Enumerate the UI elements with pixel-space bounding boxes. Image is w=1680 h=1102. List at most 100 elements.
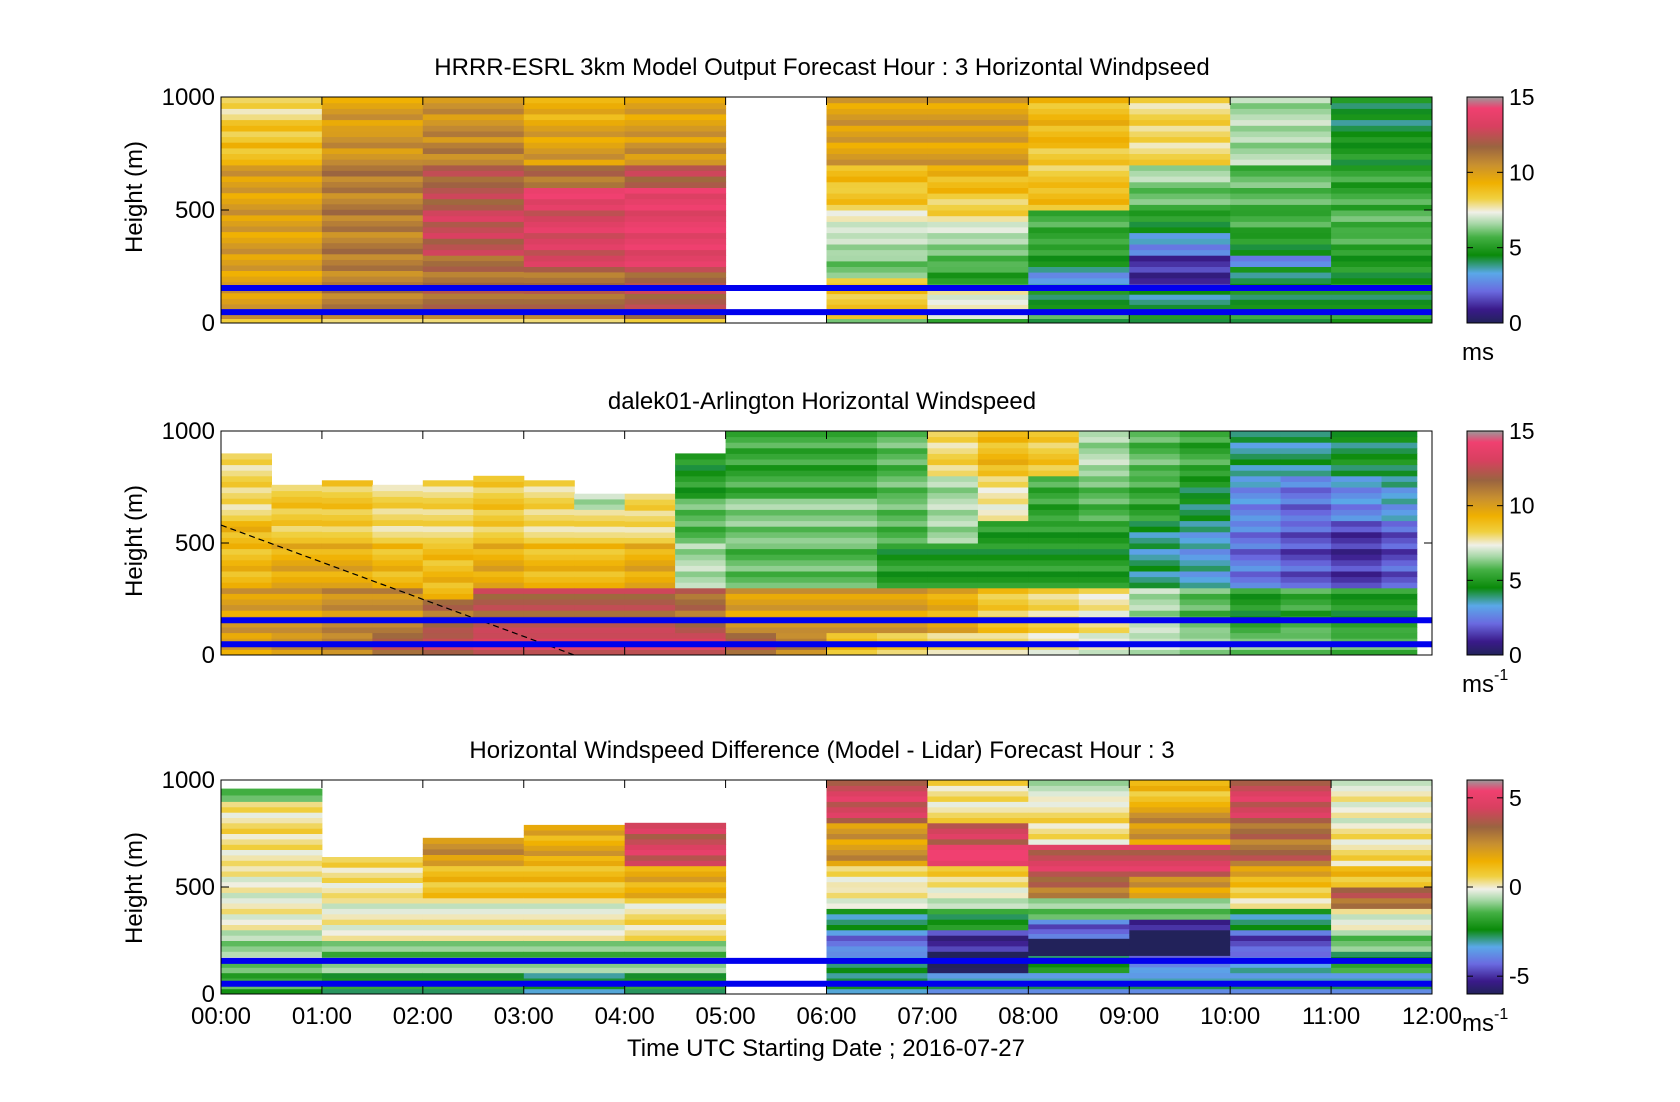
panel-lidar-cell xyxy=(523,582,575,589)
panel-model-cell xyxy=(321,198,424,205)
panel-lidar-cell xyxy=(1129,621,1181,628)
panel-difference-column-0 xyxy=(221,788,323,995)
panel-lidar-cell xyxy=(321,593,373,600)
panel-lidar-cell xyxy=(826,475,878,482)
panel-lidar-cell xyxy=(1381,475,1418,482)
panel-model-colorbar-tick-label: 10 xyxy=(1509,159,1535,185)
panel-model-cell xyxy=(1028,198,1130,205)
panel-lidar-cell xyxy=(321,491,373,498)
panel-lidar-cell xyxy=(826,515,878,522)
panel-model-cell xyxy=(826,153,928,160)
panel-lidar-cell xyxy=(927,565,979,572)
panel-model-cell xyxy=(927,125,1029,132)
panel-lidar-cell xyxy=(321,627,373,634)
panel-model-cell xyxy=(523,181,626,188)
panel-lidar-cell xyxy=(321,554,373,561)
panel-model-cell xyxy=(221,142,323,149)
panel-lidar-cell xyxy=(927,470,979,477)
panel-lidar-cell xyxy=(1280,565,1332,572)
panel-difference-y-tick-label: 0 xyxy=(202,981,215,1008)
panel-difference-cell xyxy=(624,865,727,872)
panel-model-cell xyxy=(1230,318,1332,324)
panel-lidar-cell xyxy=(1331,487,1383,494)
panel-lidar-cell xyxy=(1129,470,1181,477)
panel-model-cell xyxy=(1331,130,1433,138)
panel-model-cell xyxy=(221,102,323,109)
panel-difference-cell xyxy=(422,848,525,855)
panel-difference-cell xyxy=(523,945,626,952)
panel-model-cell xyxy=(826,293,928,300)
panel-model-cell xyxy=(422,136,525,143)
panel-lidar-cell xyxy=(1331,459,1383,466)
panel-model-cell xyxy=(321,242,424,249)
panel-lidar-colorbar-tick-label: 5 xyxy=(1509,567,1522,593)
panel-lidar-cell xyxy=(1331,526,1383,533)
panel-model-cell xyxy=(321,147,424,154)
panel-difference-cell xyxy=(1331,903,1433,909)
panel-lidar-cell xyxy=(271,543,323,550)
panel-lidar-cell xyxy=(523,486,575,493)
panel-lidar-cell xyxy=(877,554,928,561)
panel-difference-cell xyxy=(1129,849,1231,856)
panel-lidar-cell xyxy=(826,487,878,494)
panel-lidar-cell xyxy=(977,509,1029,516)
panel-lidar-cell xyxy=(1129,436,1181,443)
panel-lidar-cell xyxy=(271,484,323,492)
panel-difference-cell xyxy=(1331,871,1433,877)
panel-difference-cell xyxy=(624,854,727,861)
panel-difference-column-1 xyxy=(321,857,424,995)
panel-model-cell xyxy=(1028,243,1130,251)
panel-model-cell xyxy=(1230,277,1332,284)
panel-difference-cell xyxy=(1028,828,1130,834)
panel-lidar-cell xyxy=(1028,487,1080,494)
panel-model-cell xyxy=(624,136,727,143)
panel-lidar-cell xyxy=(1331,610,1383,617)
panel-model-cell xyxy=(826,221,928,228)
panel-difference-cell xyxy=(1129,929,1231,936)
x-tick-labels: 00:00 01:00 02:00 03:00 04:00 05:00 06:00 07:00… xyxy=(191,1003,1462,1030)
panel-model-cell xyxy=(826,187,928,194)
panel-lidar-cell xyxy=(523,508,575,515)
panel-model-cell xyxy=(523,293,626,300)
panel-model-cell xyxy=(826,181,928,188)
panel-lidar-cell xyxy=(725,442,777,449)
panel-lidar-cell xyxy=(1129,543,1181,550)
panel-lidar-cell xyxy=(473,492,525,499)
panel-model-column-10 xyxy=(1331,97,1433,324)
panel-lidar-cell xyxy=(1280,436,1332,443)
panel-difference-cell xyxy=(321,887,424,894)
panel-lidar-cell xyxy=(725,554,777,561)
panel-lidar-cell xyxy=(1280,475,1332,482)
panel-lidar-cell xyxy=(776,526,827,533)
panel-model-cell xyxy=(321,220,424,227)
panel-model-cell xyxy=(221,314,323,319)
panel-lidar-cell xyxy=(1129,464,1181,471)
panel-difference-cell xyxy=(1230,972,1332,979)
panel-lidar-cell xyxy=(624,537,676,544)
panel-difference-cell xyxy=(1230,838,1332,845)
panel-lidar-cell xyxy=(624,632,676,639)
panel-lidar-cell xyxy=(1028,531,1080,538)
panel-difference-cell xyxy=(1230,785,1332,792)
panel-lidar-title: dalek01-Arlington Horizontal Windspeed xyxy=(608,388,1036,415)
panel-lidar-cell xyxy=(1129,610,1181,617)
panel-lidar-cell xyxy=(422,554,474,561)
panel-lidar-cell xyxy=(473,559,525,566)
panel-lidar-cell xyxy=(1331,599,1383,606)
panel-difference-cell xyxy=(1331,817,1433,824)
panel-difference-cell xyxy=(624,881,727,888)
panel-model-cell xyxy=(523,314,626,319)
panel-lidar-cell xyxy=(675,593,727,600)
panel-lidar-cell xyxy=(1179,509,1231,516)
panel-lidar-cell xyxy=(1028,554,1080,561)
panel-lidar-cell xyxy=(675,464,727,471)
panel-model-cell xyxy=(523,249,626,256)
panel-difference-cell xyxy=(624,871,727,877)
panel-difference-cell xyxy=(1129,919,1231,925)
panel-model-cell xyxy=(1331,187,1433,194)
panel-lidar-cell xyxy=(372,508,424,515)
panel-lidar-cell xyxy=(1331,453,1383,460)
panel-difference-cell xyxy=(826,924,928,931)
